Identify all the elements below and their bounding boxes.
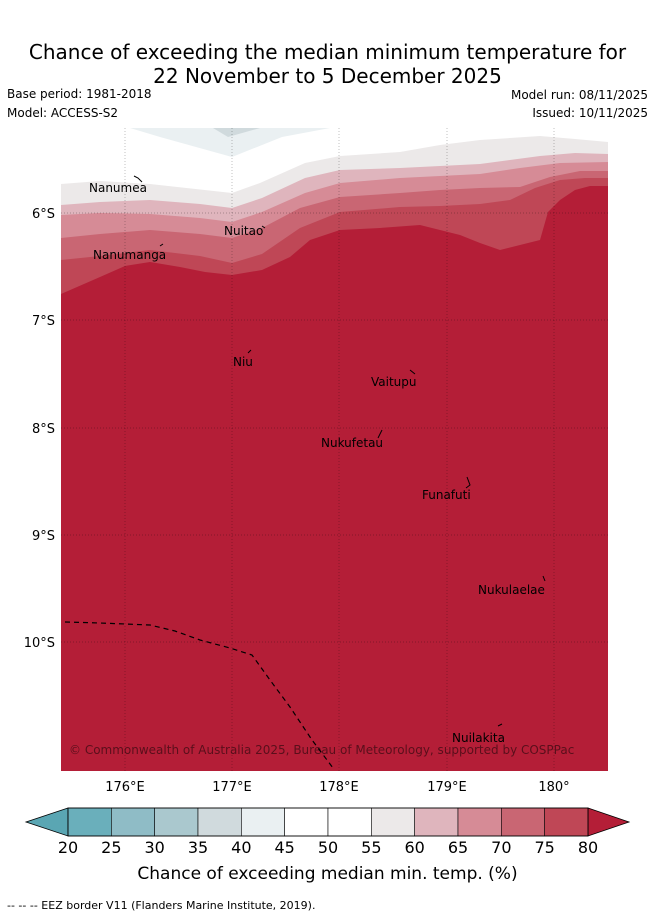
copyright-notice: © Commonwealth of Australia 2025, Bureau… [69, 743, 574, 757]
lat-label: 9°S [32, 529, 55, 544]
title-line-2: 22 November to 5 December 2025 [153, 64, 502, 88]
colorbar-segment [371, 807, 415, 837]
colorbar-segment [457, 807, 502, 837]
colorbar-segment [241, 807, 285, 837]
lat-label: 10°S [24, 636, 55, 651]
colorbar-tick-label: 20 [58, 838, 78, 857]
colorbar-segment [67, 807, 112, 837]
contour-above-80 [61, 186, 608, 771]
probability-contours [61, 128, 608, 771]
colorbar-tick-label: 25 [101, 838, 121, 857]
colorbar-segment [501, 807, 545, 837]
lon-label: 179°E [427, 780, 467, 795]
title-line-1: Chance of exceeding the median minimum t… [28, 40, 627, 64]
colorbar-tick-label: 65 [448, 838, 468, 857]
place-label: Nuilakita [452, 731, 505, 745]
colorbar-tick-label: 30 [144, 838, 164, 857]
colorbar-extend-low [24, 807, 69, 837]
place-label: Nanumea [89, 181, 147, 195]
lat-label: 7°S [32, 314, 55, 329]
colorbar-tick-label: 35 [188, 838, 208, 857]
colorbar-segment [111, 807, 155, 837]
colorbar-tick-label: 80 [578, 838, 598, 857]
graticule [61, 128, 608, 771]
place-label: Vaitupu [371, 375, 417, 389]
island-labels: Nanumea Nuitao Nanumanga Niu Vaitupu Nuk… [89, 181, 545, 745]
colorbar-tick-label: 50 [318, 838, 338, 857]
colorbar: 20 25 30 35 40 45 50 55 60 65 70 75 80 [24, 807, 631, 857]
eez-footnote: -- -- -- EEZ border V11 (Flanders Marine… [7, 899, 316, 912]
lat-label: 6°S [32, 207, 55, 222]
place-label: Nuitao [224, 224, 263, 238]
place-label: Nukufetau [321, 436, 383, 450]
islands [133, 175, 546, 727]
colorbar-tick-label: 45 [274, 838, 294, 857]
colorbar-tick-label: 55 [361, 838, 381, 857]
colorbar-segment [154, 807, 199, 837]
colorbar-tick-label: 60 [404, 838, 424, 857]
colorbar-segment [197, 807, 242, 837]
lon-label: 176°E [105, 780, 145, 795]
colorbar-title: Chance of exceeding median min. temp. (%… [137, 864, 518, 884]
place-label: Nanumanga [93, 248, 166, 262]
colorbar-tick-label: 40 [231, 838, 251, 857]
colorbar-segment [284, 807, 329, 837]
contour-40-45 [130, 128, 330, 157]
colorbar-segment [544, 807, 589, 837]
issued-date: Issued: 10/11/2025 [532, 106, 648, 120]
colorbar-segment [327, 807, 372, 837]
chart-title: Chance of exceeding the median minimum t… [0, 40, 655, 88]
contour-35-40 [213, 128, 260, 137]
base-period: Base period: 1981-2018 [7, 87, 152, 101]
place-label: Nukulaelae [478, 583, 545, 597]
lat-label: 8°S [32, 422, 55, 437]
model-run: Model run: 08/11/2025 [510, 88, 648, 102]
latitude-labels: 6°S 7°S 8°S 9°S 10°S [24, 207, 55, 651]
lon-label: 178°E [319, 780, 359, 795]
lon-label: 177°E [212, 780, 252, 795]
place-label: Niu [233, 355, 253, 369]
longitude-labels: 176°E 177°E 178°E 179°E 180° [105, 780, 569, 795]
colorbar-tick-label: 70 [491, 838, 511, 857]
place-label: Funafuti [422, 488, 471, 502]
colorbar-tick-label: 75 [534, 838, 554, 857]
model-name: Model: ACCESS-S2 [7, 106, 119, 120]
colorbar-extend-high [587, 807, 631, 837]
colorbar-segment [414, 807, 459, 837]
lon-label: 180° [538, 780, 569, 795]
